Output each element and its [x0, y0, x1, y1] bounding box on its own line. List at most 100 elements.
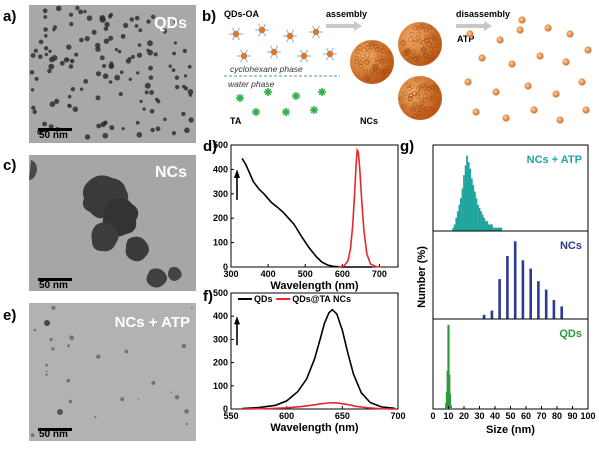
- panel-label-a: a): [3, 8, 16, 25]
- nc-sphere-texture: [354, 23, 441, 119]
- x-tick-label: 650: [335, 411, 350, 421]
- ta-star: [310, 106, 318, 114]
- released-qd: [496, 36, 504, 44]
- histogram-bar: [490, 310, 494, 319]
- histogram-bar: [456, 211, 459, 231]
- label-cyclohexane-phase: cyclohexane phase: [230, 64, 303, 74]
- panel-label-f: f): [203, 288, 213, 305]
- histogram-bar: [453, 224, 456, 231]
- histogram-bar: [560, 306, 563, 319]
- histogram-bar: [487, 224, 490, 231]
- histogram-bar: [478, 208, 481, 231]
- panel-a: a) QDs 50 nm: [3, 5, 196, 143]
- legend-label: QDs: [254, 294, 273, 304]
- histogram-bar: [467, 162, 470, 231]
- chart-absorbance-emission: 0 100 200 300 400 500 300 400 500 600 700 Wavelengt…: [213, 140, 399, 292]
- histogram-bar: [475, 198, 478, 231]
- histogram-bar: [472, 185, 475, 231]
- panel-f: f) 0 100 200 300 400 500 550 600 650 700 Wavelengt…: [203, 288, 406, 434]
- x-tick-label: 40: [490, 411, 500, 421]
- scalebar-e: [38, 428, 72, 431]
- x-tick-label: 400: [261, 269, 276, 279]
- axis-arrow-head: [234, 316, 240, 325]
- y-tick-label: 400: [213, 311, 228, 321]
- released-qd: [516, 26, 524, 34]
- scalebar-c: [38, 278, 72, 281]
- histogram-bar: [461, 188, 464, 231]
- x-tick-label: 50: [505, 411, 515, 421]
- histogram-bar: [463, 175, 465, 231]
- disassembly-arrow: [456, 21, 492, 31]
- panel-label-c: c): [3, 157, 16, 174]
- label-qds-oa: QDs-OA: [224, 9, 260, 19]
- y-tick-label: 300: [213, 334, 228, 344]
- qd-oa: [267, 45, 281, 59]
- panel-c: c) NCs 50 nm: [3, 155, 196, 291]
- scalebar-label-c: 50 nm: [39, 280, 68, 291]
- histogram-bar: [513, 241, 517, 319]
- series-line: [241, 157, 372, 268]
- x-tick-label: 700: [372, 269, 387, 279]
- qd-oa-particles: [229, 23, 337, 63]
- released-qd: [562, 58, 570, 66]
- released-qd: [502, 114, 510, 122]
- legend-label: QDs@TA NCs: [292, 294, 351, 304]
- subplot-title: QDs: [559, 328, 582, 340]
- x-tick-label: 70: [536, 411, 546, 421]
- released-qd: [466, 30, 474, 38]
- histogram-bar: [477, 204, 479, 231]
- panel-label-b: b): [202, 8, 216, 25]
- histogram-bar: [469, 168, 472, 231]
- histogram-bar: [544, 289, 548, 319]
- histogram-bar: [480, 211, 482, 231]
- ta-star: [264, 88, 272, 96]
- x-tick-label: 100: [580, 411, 595, 421]
- scalebar-a: [38, 128, 72, 131]
- released-qd: [472, 108, 480, 116]
- histogram-bar: [486, 221, 489, 231]
- histogram-bar: [448, 393, 452, 409]
- released-qd: [578, 78, 586, 86]
- subplot-title: NCs + ATP: [527, 154, 582, 166]
- scalebar-label-e: 50 nm: [39, 429, 68, 440]
- histogram-bar: [464, 165, 467, 231]
- plot-frame: [230, 144, 399, 268]
- x-tick-label: 700: [390, 411, 405, 421]
- label-ncs: NCs: [360, 116, 378, 126]
- histogram-bar: [498, 279, 501, 319]
- released-qd: [566, 30, 574, 38]
- histogram-bar: [498, 227, 501, 231]
- y-tick-label: 200: [213, 213, 228, 223]
- histogram-bar: [455, 217, 458, 231]
- x-tick-label: 30: [474, 411, 484, 421]
- y-tick-label: 300: [213, 189, 228, 199]
- x-tick-label: 90: [567, 411, 577, 421]
- released-qd: [582, 106, 590, 114]
- nc-clusters: [29, 160, 182, 288]
- histogram-bar: [491, 224, 493, 231]
- ta-star: [252, 108, 260, 116]
- subplot-title: NCs: [560, 240, 582, 252]
- histogram-bar: [452, 227, 455, 231]
- qd-oa: [229, 27, 243, 41]
- x-axis-label: Wavelength (nm): [270, 280, 359, 292]
- label-atp: ATP: [457, 34, 474, 44]
- ta-star: [292, 92, 300, 100]
- ta-star: [282, 108, 290, 116]
- panel-d: d) 0 100 200 300 400 500 300 400 500 600 700 Wavele…: [203, 138, 399, 292]
- histogram-bar: [492, 227, 495, 231]
- x-axis-label: Size (nm): [486, 424, 535, 436]
- label-water-phase: water phase: [228, 79, 275, 89]
- released-qd: [536, 52, 544, 60]
- histogram-bar: [482, 314, 486, 319]
- panel-label-d: d): [203, 138, 217, 155]
- assembly-arrow: [326, 21, 362, 31]
- panel-label-e: e): [3, 307, 16, 324]
- released-qd: [552, 90, 560, 98]
- y-tick-label: 100: [213, 381, 228, 391]
- tem-image-ncs-atp: [29, 303, 196, 441]
- histogram-bar: [448, 374, 451, 409]
- x-tick-label: 10: [443, 411, 453, 421]
- histogram-bar: [458, 204, 461, 231]
